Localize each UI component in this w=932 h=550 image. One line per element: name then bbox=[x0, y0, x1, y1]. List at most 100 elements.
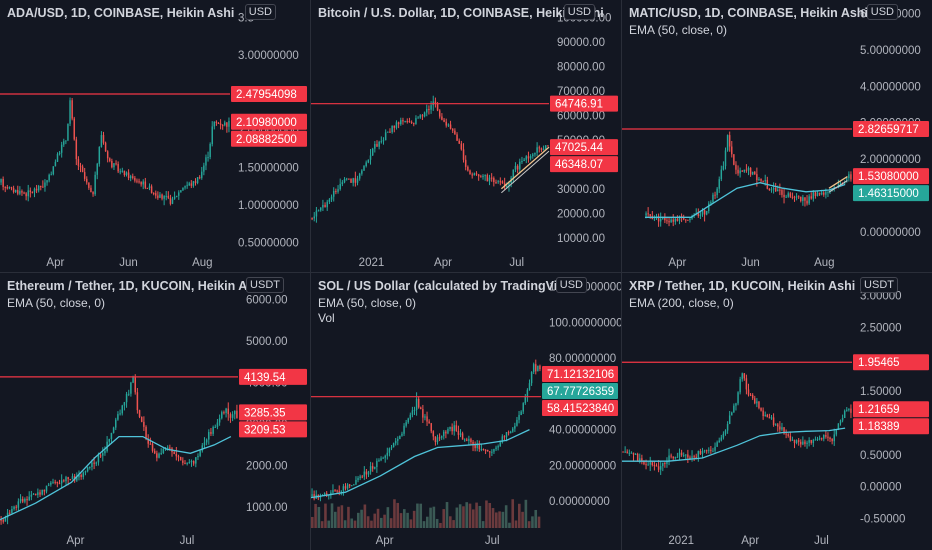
candle bbox=[762, 180, 764, 182]
candle bbox=[712, 194, 714, 203]
candle bbox=[47, 484, 50, 486]
candle bbox=[810, 440, 812, 443]
candle bbox=[843, 410, 846, 418]
y-tick-label: 80.00000000 bbox=[549, 353, 616, 365]
chart-panel-matic[interactable]: 6.000000005.000000004.000000003.00000000… bbox=[622, 0, 932, 272]
currency-button[interactable]: USD bbox=[555, 277, 587, 293]
candle bbox=[544, 145, 547, 149]
candle bbox=[132, 176, 134, 178]
y-tick-label: 90000.00 bbox=[557, 37, 605, 49]
candle bbox=[71, 100, 73, 119]
trend-line[interactable] bbox=[500, 146, 550, 190]
volume-bar bbox=[432, 506, 436, 528]
candle bbox=[69, 479, 72, 481]
volume-bar bbox=[353, 520, 357, 528]
chart-panel-eth[interactable]: 6000.005000.004000.003000.002000.001000.… bbox=[0, 273, 310, 550]
candle bbox=[77, 159, 80, 166]
currency-button[interactable]: USDT bbox=[246, 277, 284, 293]
candle bbox=[806, 200, 808, 204]
trend-line[interactable] bbox=[828, 175, 848, 189]
candle bbox=[102, 135, 105, 143]
candle bbox=[201, 171, 203, 178]
candle bbox=[157, 195, 159, 198]
y-tick-label: 1.50000 bbox=[860, 386, 902, 398]
candle bbox=[662, 462, 664, 467]
candle bbox=[323, 493, 326, 496]
candle bbox=[678, 452, 681, 457]
candle bbox=[114, 419, 117, 428]
volume-bar bbox=[514, 520, 518, 528]
candle bbox=[159, 194, 161, 198]
candle bbox=[223, 412, 225, 414]
candle bbox=[697, 213, 700, 216]
candle bbox=[787, 193, 789, 197]
candle bbox=[127, 393, 130, 395]
candle bbox=[145, 426, 147, 439]
candle bbox=[63, 480, 65, 482]
candle bbox=[689, 218, 691, 221]
trend-line-lower[interactable] bbox=[828, 180, 848, 193]
candle bbox=[40, 185, 42, 187]
candle bbox=[632, 452, 635, 455]
candle bbox=[486, 449, 489, 452]
candle bbox=[820, 438, 823, 440]
currency-button[interactable]: USD bbox=[563, 4, 595, 20]
chart-panel-ada[interactable]: 3.53.000000002.500000002.000000001.50000… bbox=[0, 0, 310, 272]
candle bbox=[54, 161, 57, 167]
candle bbox=[653, 465, 656, 467]
candle bbox=[480, 449, 483, 451]
chart-panel-sol[interactable]: 120.00000000100.0000000080.0000000060.00… bbox=[311, 273, 621, 550]
candle bbox=[56, 481, 59, 484]
candle bbox=[186, 185, 188, 187]
y-tick-label: 0.00000 bbox=[860, 482, 902, 494]
candle bbox=[192, 461, 195, 464]
volume-bar bbox=[465, 502, 469, 528]
volume-bar bbox=[531, 516, 534, 528]
candle bbox=[56, 154, 59, 162]
volume-bar bbox=[485, 500, 488, 528]
candle bbox=[404, 120, 406, 122]
chart-panel-btc[interactable]: 100000.0090000.0080000.0070000.0060000.0… bbox=[311, 0, 621, 272]
candle bbox=[413, 123, 415, 125]
candle bbox=[687, 219, 689, 221]
candle bbox=[691, 456, 693, 458]
candle bbox=[343, 179, 346, 183]
indicator-label: Vol bbox=[318, 311, 335, 325]
volume-bar bbox=[416, 503, 419, 528]
candle bbox=[207, 156, 209, 158]
currency-button[interactable]: USD bbox=[866, 4, 898, 20]
candle bbox=[739, 379, 741, 393]
volume-bar bbox=[488, 502, 492, 528]
candle bbox=[132, 376, 134, 383]
ema-line bbox=[0, 435, 232, 521]
y-tick-label: 6000.00 bbox=[246, 295, 288, 307]
candle bbox=[814, 192, 817, 196]
currency-button[interactable]: USDT bbox=[860, 277, 898, 293]
candle bbox=[737, 169, 739, 174]
volume-bar bbox=[314, 503, 317, 528]
volume-bar bbox=[396, 502, 400, 528]
price-label bbox=[550, 139, 618, 156]
indicator-label: EMA (200, close, 0) bbox=[629, 296, 734, 310]
y-tick-label: 70000.00 bbox=[557, 86, 605, 98]
candle bbox=[825, 191, 827, 195]
candle bbox=[79, 165, 82, 167]
trend-line-lower[interactable] bbox=[501, 150, 550, 194]
candle bbox=[451, 426, 453, 432]
candle bbox=[760, 408, 762, 411]
candle bbox=[86, 467, 89, 472]
candle bbox=[538, 147, 541, 149]
candle bbox=[84, 471, 87, 473]
candle bbox=[670, 219, 672, 223]
candle bbox=[480, 176, 482, 178]
chart-panel-xrp[interactable]: 3.000002.500002.000001.500001.000000.500… bbox=[622, 273, 932, 550]
candle bbox=[643, 460, 645, 465]
candle bbox=[505, 432, 508, 438]
currency-button[interactable]: USD bbox=[244, 4, 276, 20]
candle bbox=[699, 214, 702, 216]
candle bbox=[37, 185, 40, 191]
candle bbox=[460, 143, 463, 150]
candle bbox=[837, 423, 840, 430]
candle bbox=[443, 119, 445, 122]
candle bbox=[205, 157, 207, 166]
